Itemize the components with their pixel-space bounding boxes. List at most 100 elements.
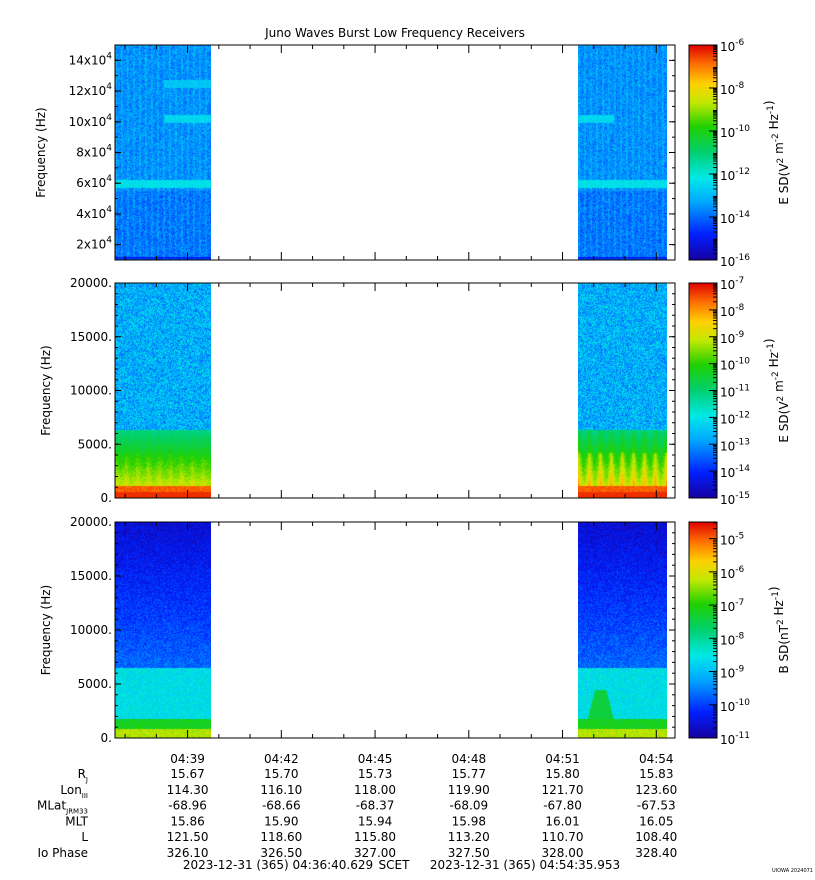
ephemeris-value: 121.70: [542, 783, 584, 797]
x-tick-label: 04:54: [639, 752, 674, 766]
y-tick-label: 10000.: [70, 623, 112, 637]
y-axis-label: Frequency (Hz): [39, 345, 53, 436]
ephemeris-value: 16.05: [639, 814, 673, 828]
colorbar-tick-label: 10-7: [720, 276, 744, 292]
y-tick-label: 4x104: [76, 205, 112, 221]
y-tick-label: 20000.: [70, 276, 112, 290]
ephemeris-value: 118.60: [260, 830, 302, 844]
time-axis: 04:39 04:42 04:45 04:48 04:51 04:54: [170, 752, 673, 766]
y-tick-label: 8x104: [76, 144, 112, 160]
spectrogram-segment: [115, 45, 211, 260]
y-tick-label: 10x104: [69, 113, 113, 129]
colorbar-tick-label: 10-8: [720, 631, 745, 647]
x-tick-label: 04:45: [358, 752, 393, 766]
ephemeris-table: RJ 15.67 15.70 15.73 15.77 15.80 15.83 LonIII 11…: [37, 767, 677, 860]
colorbar-tick-label: 10-11: [720, 731, 750, 747]
panel-e-high: 2x104 4x104 6x104 8x104 10x104 12x104 14x104 Fr…: [34, 38, 791, 269]
y-tick-label: 5000.: [78, 677, 112, 691]
ephemeris-value: 15.73: [358, 767, 392, 781]
ephemeris-value: -68.96: [168, 799, 207, 813]
ephemeris-value: -67.80: [543, 799, 582, 813]
ephemeris-value: 119.90: [448, 783, 490, 797]
spectrogram-segment: [115, 522, 211, 738]
colorbar-tick-label: 10-10: [720, 357, 750, 373]
ephemeris-value: 326.10: [167, 846, 209, 860]
ephemeris-value: 15.80: [545, 767, 579, 781]
y-tick-label: 15000.: [70, 569, 112, 583]
x-tick-label: 04:42: [264, 752, 299, 766]
y-tick-label: 0.: [101, 491, 112, 505]
ephemeris-value: 118.00: [354, 783, 396, 797]
y-tick-label: 20000.: [70, 515, 112, 529]
footer-scet-label: SCET: [379, 858, 411, 872]
ephemeris-value: 327.50: [448, 846, 490, 860]
y-axis-label: Frequency (Hz): [34, 107, 48, 198]
colorbar-tick-label: 10-6: [720, 38, 745, 54]
colorbar: [688, 44, 718, 261]
y-tick-label: 6x104: [76, 174, 112, 190]
colorbar-tick-label: 10-10: [720, 124, 750, 140]
ephemeris-value: 121.50: [167, 830, 209, 844]
spectrogram-segment: [115, 283, 211, 498]
colorbar-tick-label: 10-15: [720, 491, 750, 507]
y-tick-label: 14x104: [69, 51, 113, 67]
ephemeris-row-label: Io Phase: [37, 846, 88, 860]
ephemeris-row-label: MLatJRM33: [37, 799, 88, 816]
ephemeris-value: 15.83: [639, 767, 673, 781]
version-stamp: UIOWA 2024071: [772, 868, 813, 874]
ephemeris-value: -68.66: [262, 799, 301, 813]
ephemeris-value: 15.94: [358, 814, 392, 828]
colorbar-label: E SD(V2 m-2 Hz-1): [762, 338, 791, 442]
y-tick-label: 10000.: [70, 384, 112, 398]
ephemeris-value: 15.90: [264, 814, 298, 828]
colorbar-tick-label: 10-11: [720, 384, 750, 400]
panel-e-low: 0. 5000. 10000. 15000. 20000. Frequency (Hz) 1…: [39, 276, 791, 507]
ephemeris-value: 328.00: [542, 846, 584, 860]
ephemeris-row-label: L: [81, 830, 88, 844]
colorbar-label: E SD(V2 m-2 Hz-1): [762, 100, 791, 204]
colorbar-tick-label: 10-12: [720, 410, 750, 426]
x-tick-label: 04:48: [452, 752, 487, 766]
colorbar-tick-label: 10-9: [720, 665, 745, 681]
y-axis-label: Frequency (Hz): [39, 585, 53, 676]
y-tick-label: 0.: [101, 731, 112, 745]
colorbar-tick-label: 10-12: [720, 167, 750, 183]
ephemeris-value: 327.00: [354, 846, 396, 860]
ephemeris-value: -68.37: [356, 799, 395, 813]
colorbar-tick-label: 10-14: [720, 210, 750, 226]
ephemeris-value: 115.80: [354, 830, 396, 844]
colorbar-tick-label: 10-5: [720, 532, 744, 548]
ephemeris-value: 15.70: [264, 767, 298, 781]
footer-start-time: 2023-12-31 (365) 04:36:40.629: [183, 858, 373, 872]
ephemeris-row-label: LonIII: [60, 783, 88, 800]
ephemeris-value: 114.30: [167, 783, 209, 797]
ephemeris-value: 326.50: [260, 846, 302, 860]
ephemeris-value: 328.40: [635, 846, 677, 860]
ephemeris-value: 123.60: [635, 783, 677, 797]
ephemeris-value: 110.70: [542, 830, 584, 844]
spectrogram-segment: [578, 45, 667, 260]
colorbar-label: B SD(nT2 Hz-1): [767, 586, 791, 673]
y-tick-label: 2x104: [76, 236, 112, 252]
colorbar-tick-label: 10-9: [720, 330, 745, 346]
colorbar-tick-label: 10-8: [720, 81, 745, 97]
y-tick-label: 12x104: [69, 82, 113, 98]
ephemeris-row-label: RJ: [78, 767, 88, 784]
ephemeris-value: 15.86: [170, 814, 204, 828]
spectrogram-segment: [578, 283, 667, 498]
y-tick-label: 15000.: [70, 330, 112, 344]
colorbar: [688, 521, 718, 739]
x-tick-label: 04:39: [170, 752, 205, 766]
panel-b: 0. 5000. 10000. 15000. 20000. Frequency (Hz) 1…: [39, 515, 791, 747]
colorbar-tick-label: 10-8: [720, 303, 745, 319]
ephemeris-value: 116.10: [260, 783, 302, 797]
colorbar-tick-label: 10-10: [720, 698, 750, 714]
ephemeris-value: 15.67: [170, 767, 204, 781]
chart-title: Juno Waves Burst Low Frequency Receivers: [264, 26, 525, 40]
ephemeris-value: 15.98: [452, 814, 486, 828]
x-tick-label: 04:51: [545, 752, 580, 766]
ephemeris-value: -68.09: [449, 799, 488, 813]
ephemeris-value: -67.53: [637, 799, 676, 813]
colorbar-tick-label: 10-14: [720, 464, 750, 480]
